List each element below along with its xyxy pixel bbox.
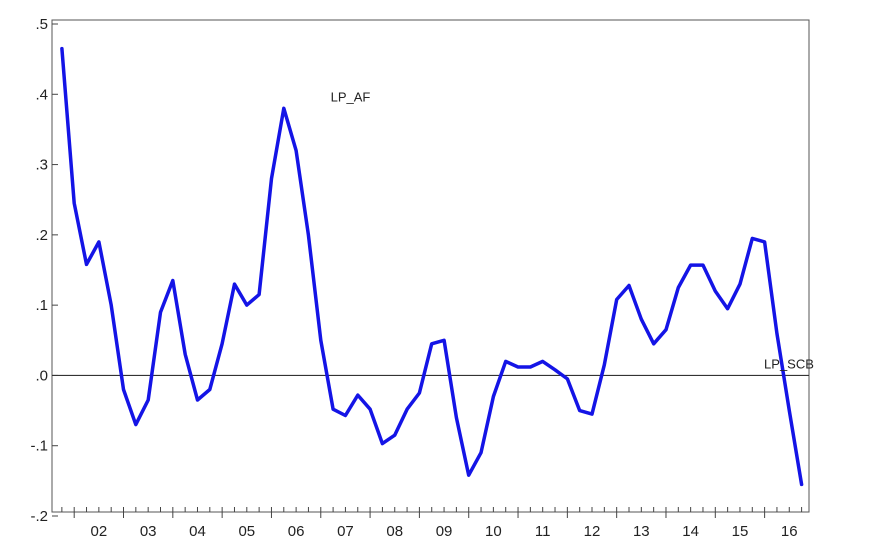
x-tick-label: 02 [91, 523, 108, 540]
x-tick-label: 13 [633, 523, 650, 540]
y-tick-label: .4 [35, 86, 48, 103]
x-tick-label: 06 [288, 523, 305, 540]
x-tick-label: 09 [436, 523, 453, 540]
x-tick-label: 12 [584, 523, 601, 540]
x-tick-label: 15 [732, 523, 749, 540]
y-tick-label: -.2 [30, 508, 48, 525]
y-tick-label: -.1 [30, 438, 48, 455]
x-tick-label: 14 [682, 523, 699, 540]
x-tick-label: 08 [386, 523, 403, 540]
y-tick-label: .2 [35, 227, 48, 244]
x-tick-label: 05 [238, 523, 255, 540]
series-line [62, 49, 802, 485]
annotation-label: LP_SCB [764, 356, 814, 371]
y-tick-label: .1 [35, 297, 48, 314]
x-tick-label: 07 [337, 523, 354, 540]
series-layer [62, 49, 802, 485]
y-tick-label: .3 [35, 157, 48, 174]
y-tick-label: .5 [35, 16, 48, 33]
y-axis: .5 .4 .3 .2 .1 .0 -.1 -.2 [30, 16, 58, 525]
x-tick-label: 03 [140, 523, 157, 540]
annotation-label: LP_AF [331, 89, 371, 104]
annotation-layer: LP_AF LP_SCB [331, 89, 814, 371]
y-tick-label: .0 [35, 367, 48, 384]
x-tick-label: 16 [781, 523, 798, 540]
x-axis: 02 03 04 05 06 07 08 09 10 11 12 13 14 15 16 [62, 507, 802, 540]
x-tick-label: 11 [535, 523, 551, 540]
x-tick-label: 04 [189, 523, 206, 540]
x-tick-label: 10 [485, 523, 502, 540]
